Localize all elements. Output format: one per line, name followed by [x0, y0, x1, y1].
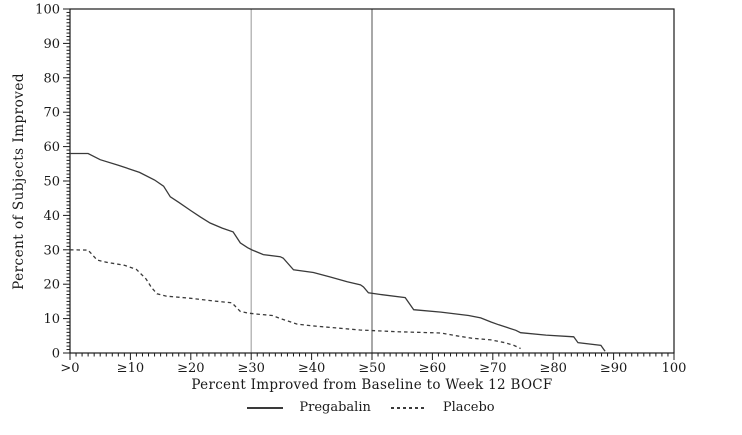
y-axis-title-wrap: Percent of Subjects Improved: [8, 9, 30, 353]
y-tick-label: 100: [35, 3, 60, 18]
x-axis: >0 ≥10 ≥20 ≥30 ≥40 ≥50 ≥60 ≥70 ≥80 ≥90 100: [60, 353, 686, 376]
x-tick-label: ≥10: [117, 361, 144, 376]
legend-item-placebo: Placebo: [390, 400, 495, 415]
y-tick-label: 80: [43, 71, 60, 86]
x-tick-label: ≥40: [298, 361, 325, 376]
x-tick-label: ≥90: [600, 361, 627, 376]
solid-line-icon: [247, 406, 284, 409]
series-pregabalin: [70, 152, 606, 352]
x-tick-label: 100: [662, 361, 687, 376]
y-tick-label: 50: [43, 175, 60, 190]
x-tick-label: >0: [60, 361, 79, 376]
legend-item-pregabalin: Pregabalin: [247, 400, 371, 415]
x-tick-label: ≥20: [177, 361, 204, 376]
series-placebo: [69, 249, 521, 350]
y-tick-label: 20: [43, 278, 60, 293]
x-tick-label: ≥80: [539, 361, 566, 376]
y-tick-label: 0: [52, 347, 60, 362]
x-tick-label: ≥30: [237, 361, 264, 376]
x-tick-label: ≥60: [419, 361, 446, 376]
legend-label-pregabalin: Pregabalin: [299, 400, 371, 415]
y-tick-label: 10: [43, 312, 60, 327]
y-tick-label: 70: [43, 106, 60, 121]
y-axis: 0 10 20 30 40 50 60 70 80 90 100: [35, 3, 70, 362]
x-tick-label: ≥70: [479, 361, 506, 376]
y-tick-label: 60: [43, 140, 60, 155]
legend: Pregabalin Placebo: [0, 400, 742, 415]
y-tick-label: 30: [43, 243, 60, 258]
legend-label-placebo: Placebo: [442, 400, 495, 415]
y-axis-title: Percent of Subjects Improved: [11, 72, 27, 290]
x-axis-title: Percent Improved from Baseline to Week 1…: [191, 377, 553, 393]
dashed-line-icon: [390, 406, 427, 409]
y-tick-label: 40: [43, 209, 60, 224]
y-tick-label: 90: [43, 37, 60, 52]
x-tick-label: ≥50: [358, 361, 385, 376]
